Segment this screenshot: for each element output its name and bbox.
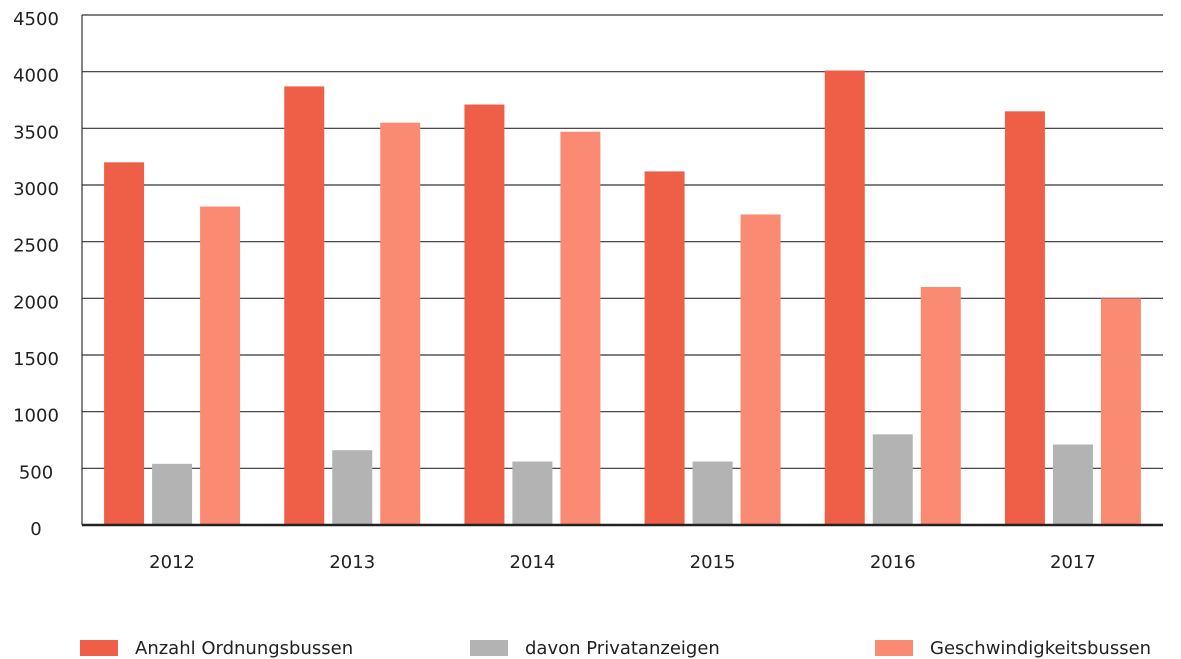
bar	[1052, 444, 1093, 525]
bar	[824, 70, 865, 526]
x-tick-label: 2015	[690, 552, 736, 573]
legend-swatch	[470, 640, 508, 656]
bar	[332, 450, 373, 525]
bar	[284, 86, 325, 526]
bar	[1004, 111, 1045, 525]
bar	[560, 131, 601, 525]
x-tick-label: 2016	[870, 552, 916, 573]
y-tick-label: 3500	[13, 122, 59, 143]
y-tick-label: 1500	[13, 349, 59, 370]
bar	[872, 434, 913, 525]
bar	[464, 104, 505, 526]
y-tick-label: 1000	[13, 406, 59, 427]
bar	[920, 287, 961, 525]
bar	[104, 162, 145, 526]
legend-label: Anzahl Ordnungsbussen	[135, 638, 353, 659]
bar	[692, 461, 733, 525]
y-tick-label: 4500	[13, 9, 59, 30]
legend-label: Geschwindigkeitsbussen	[930, 638, 1151, 659]
y-tick-label: 0	[30, 519, 41, 540]
x-tick-label: 2014	[510, 552, 556, 573]
x-tick-label: 2012	[149, 552, 195, 573]
y-tick-label: 4000	[13, 66, 59, 87]
bar	[380, 122, 421, 526]
y-tick-label: 3000	[13, 179, 59, 200]
bar	[512, 461, 553, 525]
y-tick-label: 2000	[13, 292, 59, 313]
bar	[740, 214, 781, 525]
y-tick-label: 500	[19, 462, 53, 483]
y-tick-label: 2500	[13, 236, 59, 257]
x-tick-label: 2013	[329, 552, 375, 573]
x-tick-label: 2017	[1050, 552, 1096, 573]
legend-label: davon Privatanzeigen	[525, 638, 720, 659]
bar	[1100, 298, 1141, 525]
bar	[200, 206, 241, 526]
bar	[152, 463, 193, 525]
bar	[644, 171, 685, 525]
legend-swatch	[875, 640, 913, 656]
legend-swatch	[80, 640, 118, 656]
